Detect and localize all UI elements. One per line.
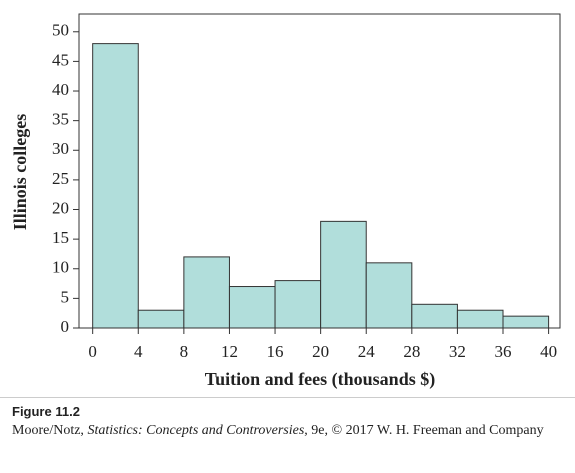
x-tick-label: 32: [449, 342, 466, 361]
caption-title: Statistics: Concepts and Controversies: [87, 423, 305, 438]
bar: [274, 280, 322, 329]
bar: [137, 309, 185, 329]
y-axis-label: Illinois colleges: [10, 114, 30, 231]
y-tick-label: 5: [61, 287, 70, 306]
bar: [365, 262, 413, 329]
y-tick-label: 10: [52, 258, 69, 277]
x-tick-label: 16: [267, 342, 284, 361]
bar: [456, 309, 504, 329]
x-tick-label: 8: [180, 342, 189, 361]
y-tick-label: 50: [52, 21, 69, 40]
x-tick-label: 4: [134, 342, 143, 361]
y-tick-label: 15: [52, 228, 69, 247]
bar: [228, 286, 276, 329]
caption: Figure 11.2 Moore/Notz, Statistics: Conce…: [12, 402, 567, 440]
figure-label: Figure 11.2: [12, 404, 80, 419]
bar: [411, 303, 458, 329]
divider: [0, 397, 575, 398]
x-tick-label: 28: [403, 342, 420, 361]
x-tick-label: 0: [88, 342, 97, 361]
x-tick-label: 20: [312, 342, 329, 361]
bar: [92, 43, 139, 329]
x-tick-label: 40: [540, 342, 557, 361]
plot-frame: [78, 13, 561, 329]
x-tick-label: 12: [221, 342, 238, 361]
y-tick-label: 35: [52, 110, 69, 129]
bar: [183, 256, 230, 329]
x-tick-label: 24: [358, 342, 376, 361]
caption-text: Moore/Notz,: [12, 423, 88, 438]
chart: Tuition and fees (thousands $) Illinois …: [10, 13, 561, 390]
y-tick-label: 30: [52, 139, 69, 158]
x-axis-label: Tuition and fees (thousands $): [205, 369, 435, 390]
caption-text: , 9e, © 2017 W. H. Freeman and Company: [304, 423, 544, 438]
y-tick-label: 0: [61, 317, 70, 336]
y-tick-label: 45: [52, 50, 69, 69]
y-tick-label: 20: [52, 198, 69, 217]
bar: [502, 315, 550, 329]
bar: [320, 220, 367, 329]
y-tick-label: 40: [52, 80, 69, 99]
y-tick-label: 25: [52, 169, 69, 188]
x-tick-label: 36: [495, 342, 512, 361]
